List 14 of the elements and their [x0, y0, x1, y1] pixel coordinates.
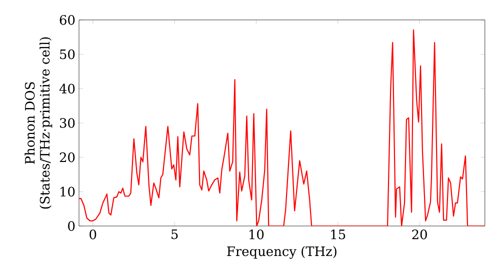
y-tick-label: 30: [60, 118, 75, 128]
y-tick-label: 50: [60, 49, 75, 60]
x-tick-label: 0: [90, 230, 96, 240]
x-axis-title: Frequency (THz): [227, 246, 336, 259]
y-axis-title: Phonon DOS (States/THz·primitive cell): [24, 37, 52, 209]
x-tick-label: 15: [331, 230, 346, 240]
x-tick-label: 5: [172, 230, 178, 240]
y-tick-label: 0: [68, 221, 75, 231]
x-tick-label: 10: [250, 230, 264, 240]
y-tick-label: 60: [60, 15, 75, 25]
x-tick-label: 20: [412, 230, 427, 240]
y-tick-label: 40: [59, 84, 75, 94]
y-tick-label: 20: [60, 152, 75, 162]
y-tick-label: 10: [60, 186, 75, 197]
